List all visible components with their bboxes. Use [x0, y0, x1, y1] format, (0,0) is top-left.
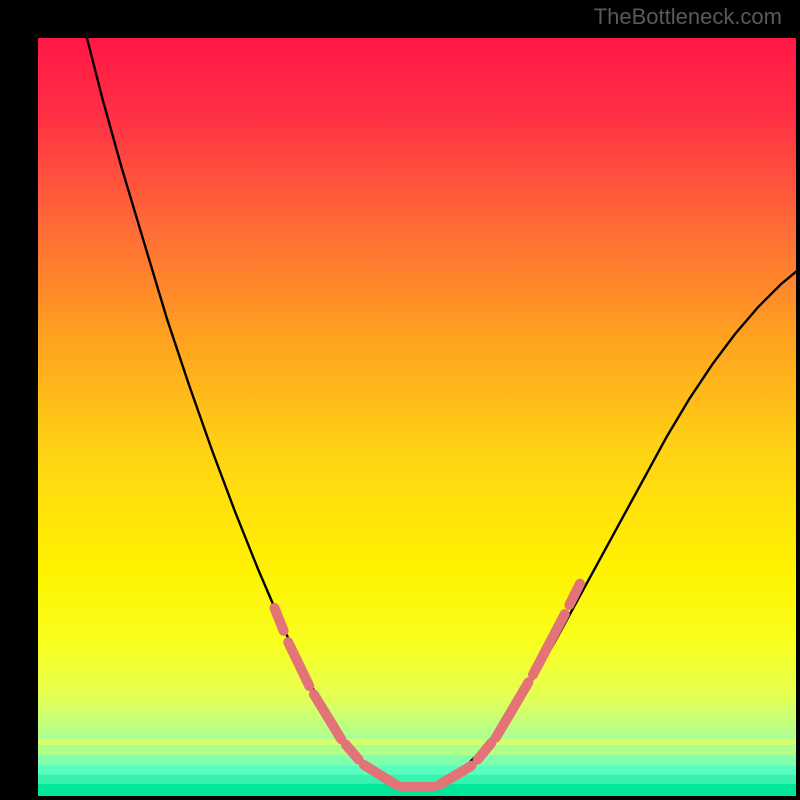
bottleneck-chart [38, 38, 796, 796]
watermark-label: TheBottleneck.com [594, 4, 782, 30]
gradient-background [38, 38, 796, 796]
